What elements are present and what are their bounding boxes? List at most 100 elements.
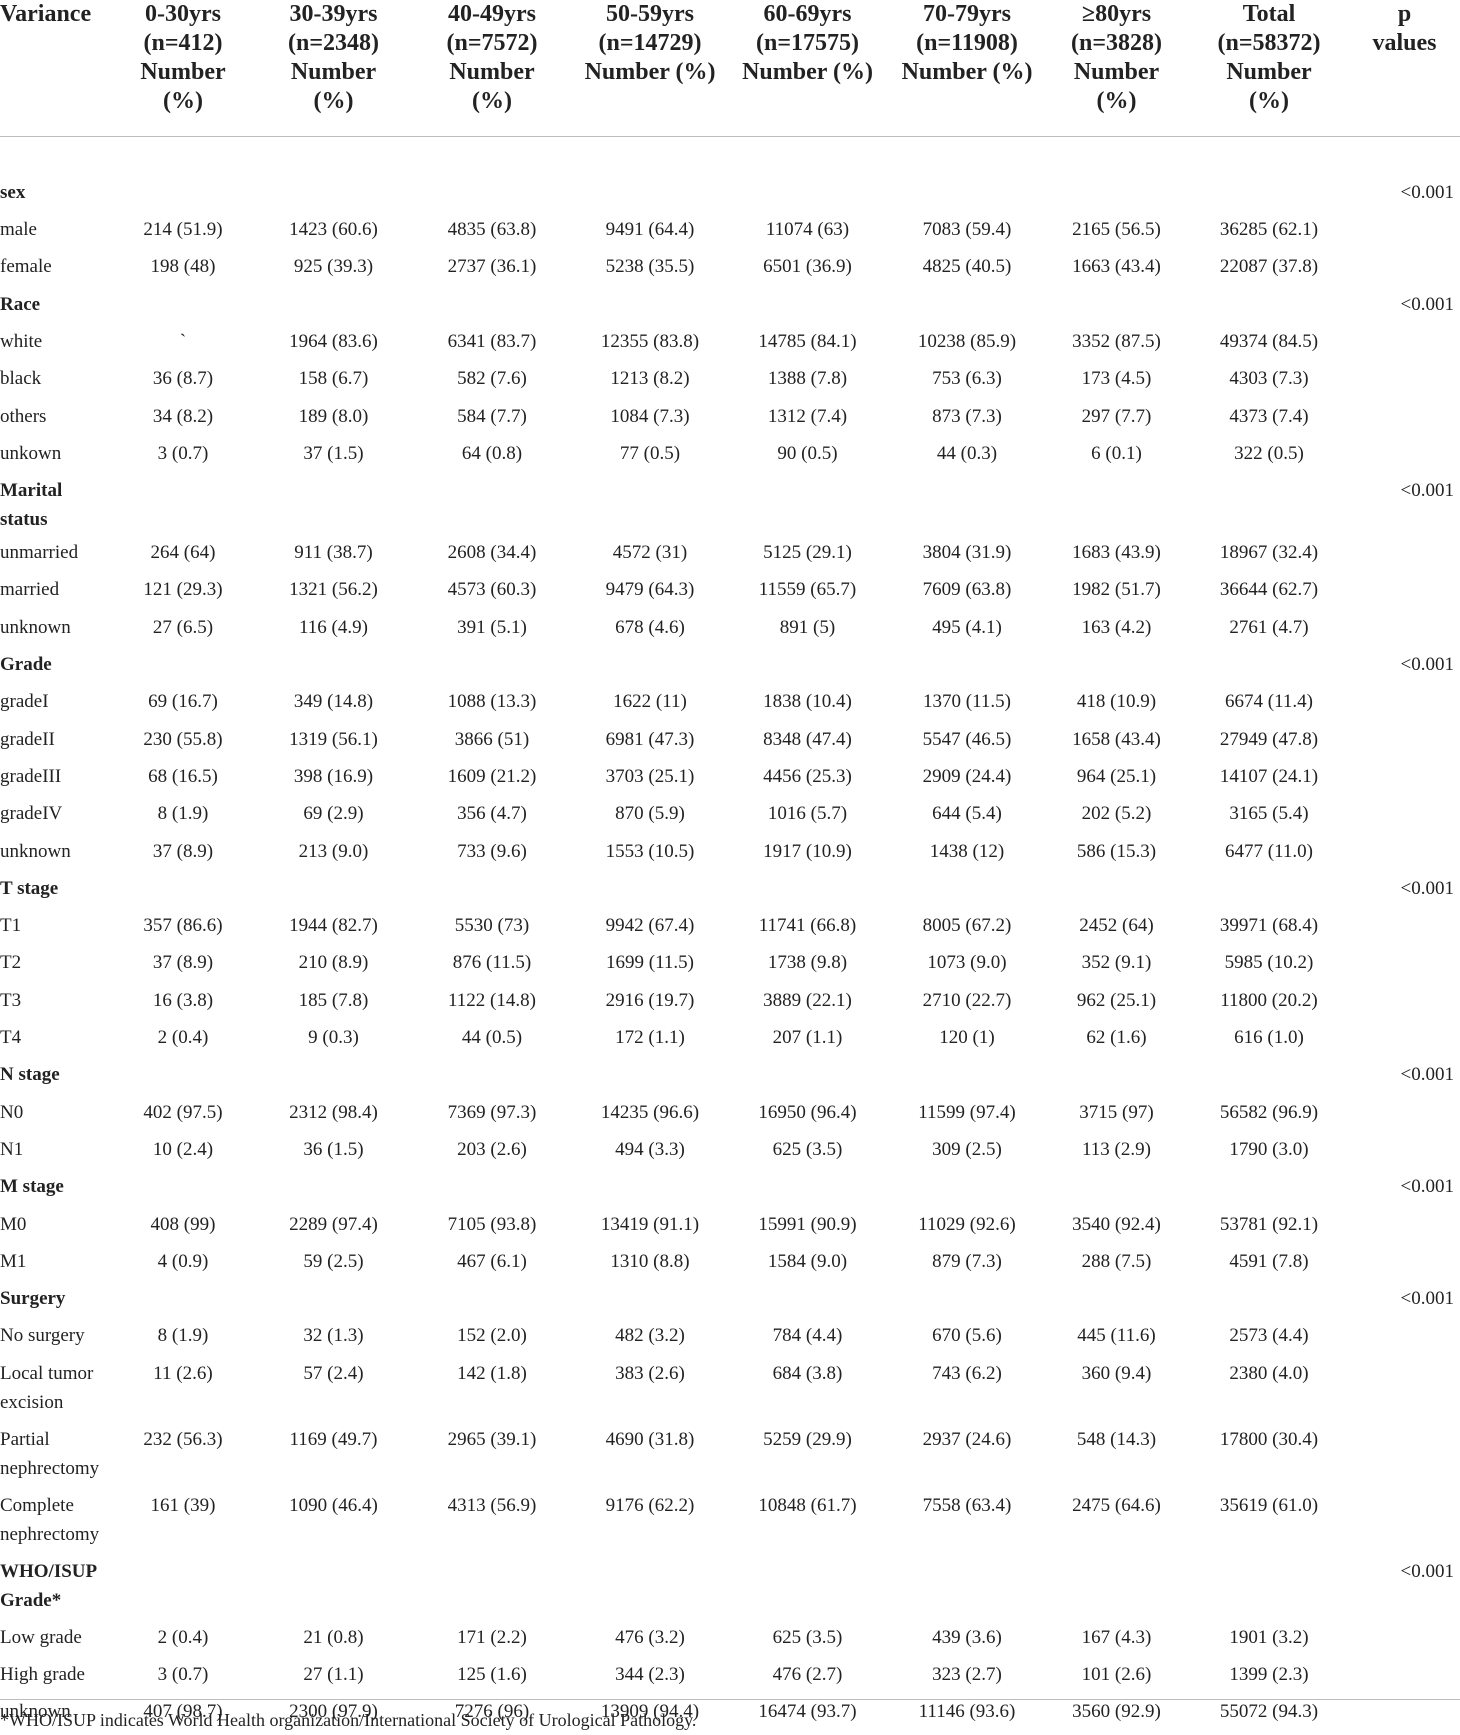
- table-cell: 198 (48): [150, 256, 216, 278]
- empty-cell: [890, 870, 1044, 907]
- row-label: unkown: [0, 442, 62, 464]
- table-cell: 408 (99): [150, 1213, 216, 1235]
- empty-cell: [409, 174, 575, 211]
- table-cell: 1370 (11.5): [923, 691, 1011, 713]
- p-value-cell: [1349, 758, 1460, 795]
- table-cell: 356 (4.7): [457, 803, 527, 825]
- table-cell: 1944 (82.7): [289, 915, 378, 937]
- empty-cell: [575, 1056, 725, 1093]
- row-label: T4: [0, 1027, 22, 1049]
- table-cell: 27949 (47.8): [1219, 728, 1319, 750]
- table-cell: `: [179, 330, 187, 352]
- table-cell: 4690 (31.8): [605, 1428, 695, 1450]
- table-body: sex <0.001 male 214 (51.9) 1423 (60.6) 4835 (…: [0, 137, 1460, 1731]
- row-label: N0: [0, 1101, 24, 1123]
- table-cell: 494 (3.3): [615, 1138, 685, 1160]
- empty-cell: [409, 1056, 575, 1093]
- table-cell: 55072 (94.3): [1219, 1701, 1319, 1723]
- table-row: Low grade 2 (0.4) 21 (0.8) 171 (2.2) 476 (3.…: [0, 1619, 1460, 1656]
- table-row: M0 408 (99) 2289 (97.4) 7105 (93.8) 13419 (9…: [0, 1206, 1460, 1243]
- category-label: Marital status: [0, 480, 63, 531]
- table-cell: 34 (8.2): [152, 405, 214, 427]
- table-cell: 8348 (47.4): [763, 728, 852, 750]
- header-column: 0-30yrs (n=412) Number (%): [108, 0, 258, 137]
- table-cell: 113 (2.9): [1082, 1138, 1151, 1160]
- table-row: unknown 37 (8.9) 213 (9.0) 733 (9.6) 1553 (1…: [0, 833, 1460, 870]
- empty-cell: [1189, 1168, 1349, 1205]
- table-cell: 15991 (90.9): [758, 1213, 857, 1235]
- table-cell: 495 (4.1): [932, 616, 1002, 638]
- header-line: (n=7572): [446, 30, 538, 56]
- table-cell: 1312 (7.4): [767, 405, 848, 427]
- table-cell: 264 (64): [150, 542, 216, 564]
- table-cell: 158 (6.7): [298, 368, 369, 390]
- empty-cell: [258, 286, 409, 323]
- table-cell: 3560 (92.9): [1072, 1701, 1161, 1723]
- table-row: T3 16 (3.8) 185 (7.8) 1122 (14.8) 2916 (19.7…: [0, 982, 1460, 1019]
- table-cell: 36644 (62.7): [1219, 579, 1319, 601]
- table-cell: 18967 (32.4): [1219, 542, 1319, 564]
- empty-cell: [575, 646, 725, 683]
- table-row: M1 4 (0.9) 59 (2.5) 467 (6.1) 1310 (8.8) 1584…: [0, 1243, 1460, 1280]
- table-cell: 69 (2.9): [303, 803, 364, 825]
- table-cell: 62 (1.6): [1086, 1027, 1147, 1049]
- table-cell: 678 (4.6): [615, 616, 685, 638]
- row-label: M0: [0, 1213, 27, 1235]
- table-cell: 1122 (14.8): [448, 989, 536, 1011]
- p-value: <0.001: [1400, 480, 1454, 502]
- category-row: sex <0.001: [0, 174, 1460, 211]
- table-cell: 69 (16.7): [148, 691, 218, 713]
- header-row: Variance 0-30yrs (n=412) Number (%) 30-39yrs (…: [0, 0, 1460, 137]
- table-cell: 16474 (93.7): [758, 1701, 857, 1723]
- table-cell: 4 (0.9): [157, 1250, 209, 1272]
- table-cell: 8 (1.9): [157, 803, 209, 825]
- header-column: 60-69yrs (n=17575) Number (%): [725, 0, 890, 137]
- table-cell: 2573 (4.4): [1229, 1325, 1309, 1347]
- table-cell: 3540 (92.4): [1072, 1213, 1161, 1235]
- table-cell: 11074 (63): [765, 219, 850, 241]
- table-cell: 59 (2.5): [303, 1250, 364, 1272]
- table-cell: 616 (1.0): [1234, 1027, 1304, 1049]
- empty-cell: [258, 1553, 409, 1619]
- row-label: N1: [0, 1138, 24, 1160]
- row-label: gradeIII: [0, 765, 62, 787]
- empty-cell: [575, 286, 725, 323]
- table-cell: 3 (0.7): [157, 1664, 209, 1685]
- table-cell: 964 (25.1): [1076, 765, 1157, 787]
- p-value-cell: [1349, 795, 1460, 832]
- header-line: p: [1397, 1, 1412, 27]
- table-cell: 203 (2.6): [457, 1138, 527, 1160]
- table-cell: 349 (14.8): [293, 691, 374, 713]
- empty-cell: [1189, 472, 1349, 534]
- table-cell: 407 (98.7): [143, 1701, 223, 1723]
- table-cell: 1321 (56.2): [289, 579, 378, 601]
- table-cell: 6477 (11.0): [1225, 840, 1313, 862]
- table-cell: 5530 (73): [454, 915, 530, 937]
- header-column: 50-59yrs (n=14729) Number (%): [575, 0, 725, 137]
- empty-cell: [725, 870, 890, 907]
- table-cell: 911 (38.7): [294, 542, 373, 564]
- table-cell: 1838 (10.4): [763, 691, 852, 713]
- table-row: T2 37 (8.9) 210 (8.9) 876 (11.5) 1699 (11.5)…: [0, 944, 1460, 981]
- table-cell: 6981 (47.3): [605, 728, 695, 750]
- table-cell: 44 (0.5): [461, 1027, 523, 1049]
- table-cell: 5985 (10.2): [1224, 952, 1314, 974]
- table-row: male 214 (51.9) 1423 (60.6) 4835 (63.8) 9491…: [0, 211, 1460, 248]
- table-cell: 36 (1.5): [303, 1138, 364, 1160]
- table-cell: 297 (7.7): [1081, 405, 1152, 427]
- header-line: Number: [449, 59, 535, 85]
- table-row: white ` 1964 (83.6) 6341 (83.7) 12355 (83.8)…: [0, 323, 1460, 360]
- table-cell: 1016 (5.7): [767, 803, 848, 825]
- table-cell: 2300 (97.9): [289, 1701, 378, 1723]
- table-cell: 210 (8.9): [298, 952, 369, 974]
- table-cell: 586 (15.3): [1076, 840, 1157, 862]
- table-cell: 14235 (96.6): [600, 1101, 700, 1123]
- table-cell: 8005 (67.2): [922, 915, 1012, 937]
- table-cell: 27 (1.1): [303, 1664, 364, 1685]
- table-cell: 163 (4.2): [1081, 616, 1152, 638]
- table-cell: 962 (25.1): [1076, 989, 1157, 1011]
- table-cell: 3165 (5.4): [1229, 803, 1309, 825]
- header-line: (%): [313, 88, 354, 114]
- row-label: Partial nephrectomy: [0, 1428, 100, 1479]
- header-line: ≥80yrs: [1081, 1, 1152, 27]
